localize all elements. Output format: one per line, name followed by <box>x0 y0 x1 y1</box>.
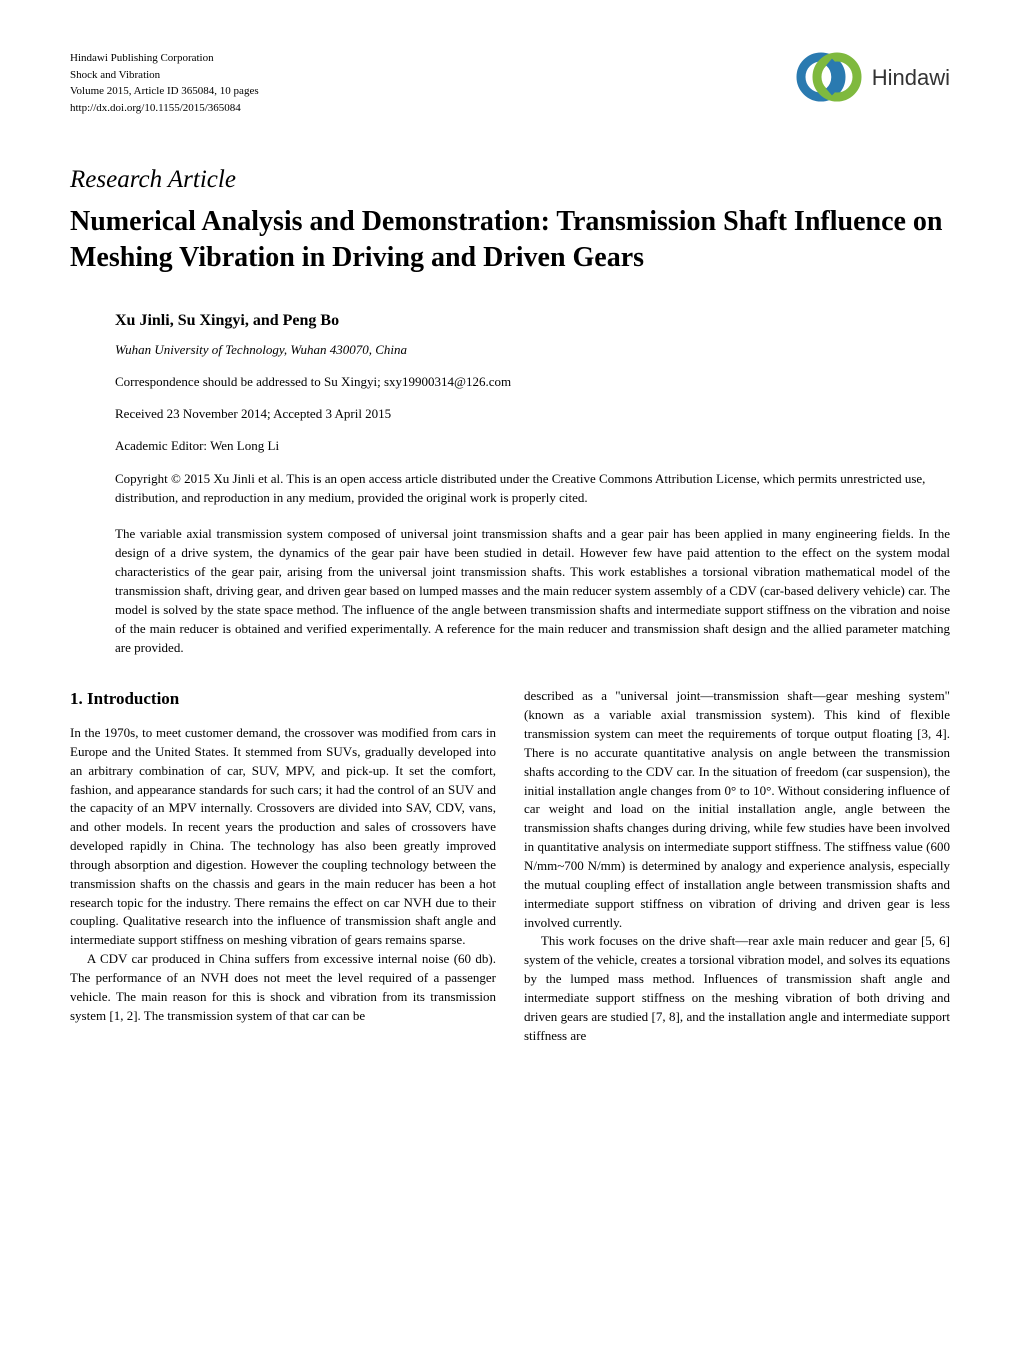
section-heading: 1. Introduction <box>70 687 496 712</box>
academic-editor: Academic Editor: Wen Long Li <box>115 438 950 454</box>
page-header: Hindawi Publishing Corporation Shock and… <box>70 50 950 116</box>
author-list: Xu Jinli, Su Xingyi, and Peng Bo <box>115 312 950 330</box>
dates-received-accepted: Received 23 November 2014; Accepted 3 Ap… <box>115 406 950 422</box>
journal-name: Shock and Vibration <box>70 67 259 84</box>
abstract-text: The variable axial transmission system c… <box>115 525 950 657</box>
paragraph: A CDV car produced in China suffers from… <box>70 950 496 1025</box>
hindawi-logo-text: Hindawi <box>872 65 950 91</box>
body-columns: 1. Introduction In the 1970s, to meet cu… <box>70 687 950 1045</box>
paragraph: described as a "universal joint—transmis… <box>524 687 950 932</box>
publisher-logo: Hindawi <box>794 50 950 105</box>
hindawi-logo-icon <box>794 50 864 105</box>
publisher-name: Hindawi Publishing Corporation <box>70 50 259 67</box>
correspondence-info: Correspondence should be addressed to Su… <box>115 374 950 390</box>
article-title: Numerical Analysis and Demonstration: Tr… <box>70 204 950 277</box>
author-affiliation: Wuhan University of Technology, Wuhan 43… <box>115 342 950 358</box>
volume-info: Volume 2015, Article ID 365084, 10 pages <box>70 83 259 100</box>
doi-link: http://dx.doi.org/10.1155/2015/365084 <box>70 100 259 117</box>
paragraph: In the 1970s, to meet customer demand, t… <box>70 724 496 950</box>
paragraph: This work focuses on the drive shaft—rea… <box>524 932 950 1045</box>
column-left: 1. Introduction In the 1970s, to meet cu… <box>70 687 496 1045</box>
publication-info: Hindawi Publishing Corporation Shock and… <box>70 50 259 116</box>
article-type: Research Article <box>70 166 950 194</box>
column-right: described as a "universal joint—transmis… <box>524 687 950 1045</box>
copyright-notice: Copyright © 2015 Xu Jinli et al. This is… <box>115 470 950 508</box>
